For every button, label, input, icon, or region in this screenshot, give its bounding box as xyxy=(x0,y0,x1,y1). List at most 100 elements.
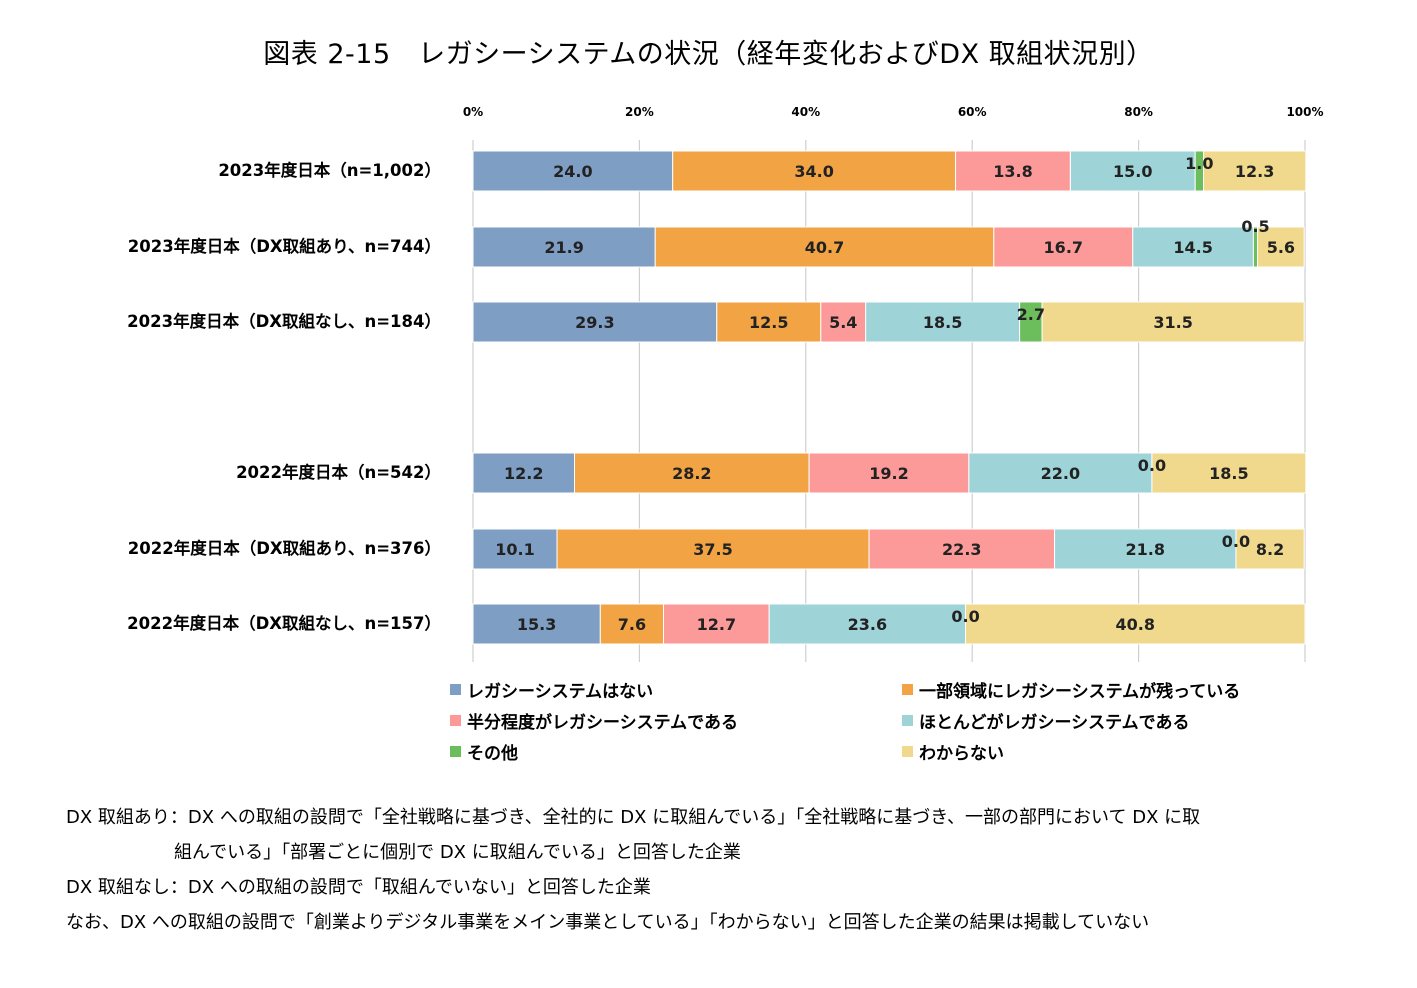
data-label: 2.7 xyxy=(1017,305,1045,324)
legend-item: ほとんどがレガシーシステムである xyxy=(902,708,1189,733)
data-label: 40.8 xyxy=(1116,615,1155,634)
data-label: 15.0 xyxy=(1113,162,1152,181)
data-label: 21.9 xyxy=(544,238,583,257)
data-label: 12.3 xyxy=(1235,162,1274,181)
bar-segment xyxy=(1054,528,1237,570)
note-line: DX 取組なし：DX への取組の設問で「取組んでいない」と回答した企業 xyxy=(66,877,651,898)
category-label: 2022年度日本（DX取組あり、n=376） xyxy=(128,538,441,558)
data-label: 0.0 xyxy=(1138,456,1166,475)
page-title: 図表 2-15 レガシーシステムの状況（経年変化およびDX 取組状況別） xyxy=(263,39,1154,70)
note-line: なお、DX への取組の設問で「創業よりデジタル事業をメイン事業としている」「わか… xyxy=(66,912,1150,933)
category-label: 2023年度日本（n=1,002） xyxy=(218,160,441,180)
bar-segment xyxy=(993,226,1134,268)
bar-segment xyxy=(965,603,1306,645)
x-tick-label: 60% xyxy=(958,105,987,119)
data-label: 34.0 xyxy=(794,162,833,181)
data-label: 1.0 xyxy=(1185,154,1213,173)
legend-swatch xyxy=(902,746,913,757)
legend-swatch xyxy=(450,746,461,757)
data-label: 18.5 xyxy=(923,313,962,332)
data-label: 0.0 xyxy=(1222,532,1250,551)
notes: DX 取組あり：DX への取組の設問で「全社戦略に基づき、全社的に DX に取組… xyxy=(66,800,1386,940)
data-label: 15.3 xyxy=(517,615,556,634)
data-label: 22.3 xyxy=(942,540,981,559)
category-label: 2022年度日本（n=542） xyxy=(236,462,441,482)
legend-label: 半分程度がレガシーシステムである xyxy=(467,713,738,733)
data-label: 18.5 xyxy=(1209,464,1248,483)
x-tick-label: 0% xyxy=(463,105,483,119)
data-label: 23.6 xyxy=(848,615,887,634)
category-label: 2023年度日本（DX取組あり、n=744） xyxy=(128,236,441,256)
legend-label: その他 xyxy=(467,744,518,764)
data-label: 24.0 xyxy=(553,162,592,181)
bar-segment xyxy=(654,226,995,268)
data-label: 16.7 xyxy=(1044,238,1083,257)
data-label: 12.5 xyxy=(749,313,788,332)
data-label: 7.6 xyxy=(618,615,646,634)
x-tick-label: 40% xyxy=(791,105,820,119)
legend-swatch xyxy=(450,715,461,726)
legend-label: レガシーシステムはない xyxy=(467,682,654,702)
bar-segment xyxy=(820,301,867,343)
bar-segment xyxy=(1132,226,1254,268)
bar-segment xyxy=(768,603,967,645)
legend-item: レガシーシステムはない xyxy=(450,677,653,702)
data-label: 28.2 xyxy=(672,464,711,483)
legend-label: ほとんどがレガシーシステムである xyxy=(919,713,1190,733)
data-label: 40.7 xyxy=(805,238,844,257)
legend-label: わからない xyxy=(919,744,1004,764)
bar-segment xyxy=(1257,226,1305,268)
data-label: 5.6 xyxy=(1267,238,1295,257)
category-label: 2022年度日本（DX取組なし、n=157） xyxy=(127,613,441,633)
x-tick-label: 20% xyxy=(625,105,654,119)
legend-swatch xyxy=(450,684,461,695)
data-label: 0.5 xyxy=(1241,217,1269,236)
bar-segment xyxy=(472,528,558,570)
data-label: 21.8 xyxy=(1126,540,1165,559)
data-label: 12.2 xyxy=(504,464,543,483)
x-tick-label: 80% xyxy=(1124,105,1153,119)
bar-segment xyxy=(472,226,656,268)
data-label: 5.4 xyxy=(829,313,857,332)
data-label: 31.5 xyxy=(1153,313,1192,332)
bar-segment xyxy=(865,301,1021,343)
legend-swatch xyxy=(902,715,913,726)
legend-item: その他 xyxy=(450,739,518,764)
bar-segment xyxy=(472,452,576,494)
bar-segment xyxy=(472,301,718,343)
data-label: 22.0 xyxy=(1041,464,1080,483)
note-line: DX 取組あり：DX への取組の設問で「全社戦略に基づき、全社的に DX に取組… xyxy=(66,807,1201,828)
bar-segment xyxy=(672,150,957,192)
data-label: 29.3 xyxy=(575,313,614,332)
legend-item: 半分程度がレガシーシステムである xyxy=(450,708,738,733)
bar-segment xyxy=(968,452,1153,494)
data-label: 19.2 xyxy=(869,464,908,483)
legend-label: 一部領域にレガシーシステムが残っている xyxy=(919,682,1241,702)
bar-segment xyxy=(955,150,1071,192)
data-label: 13.8 xyxy=(993,162,1032,181)
data-label: 12.7 xyxy=(697,615,736,634)
bar-segment xyxy=(1235,528,1305,570)
data-label: 37.5 xyxy=(693,540,732,559)
bar-segment xyxy=(1202,150,1307,192)
legend-swatch xyxy=(902,684,913,695)
bar-segment xyxy=(868,528,1056,570)
bar-segment xyxy=(1151,452,1307,494)
legend-item: 一部領域にレガシーシステムが残っている xyxy=(902,677,1240,702)
data-label: 8.2 xyxy=(1256,540,1284,559)
legend-item: わからない xyxy=(902,739,1004,764)
bar-segment xyxy=(556,528,870,570)
bar-segment xyxy=(1069,150,1196,192)
bar-segment xyxy=(1041,301,1305,343)
note-line: 組んでいる」「部署ごとに個別で DX に取組んでいる」と回答した企業 xyxy=(174,842,741,863)
bar-segment xyxy=(716,301,822,343)
bar-segment xyxy=(663,603,770,645)
stacked-bar-chart: 0% 20% 40% 60% 80% 100% 2023年度日本（n=1,002） 2023年… xyxy=(127,105,1324,662)
bar-segment xyxy=(472,603,601,645)
data-label: 14.5 xyxy=(1173,238,1212,257)
data-label: 0.0 xyxy=(951,607,979,626)
data-label: 10.1 xyxy=(495,540,534,559)
x-tick-label: 100% xyxy=(1286,105,1323,119)
bar-segment xyxy=(808,452,970,494)
bar-segment xyxy=(574,452,810,494)
